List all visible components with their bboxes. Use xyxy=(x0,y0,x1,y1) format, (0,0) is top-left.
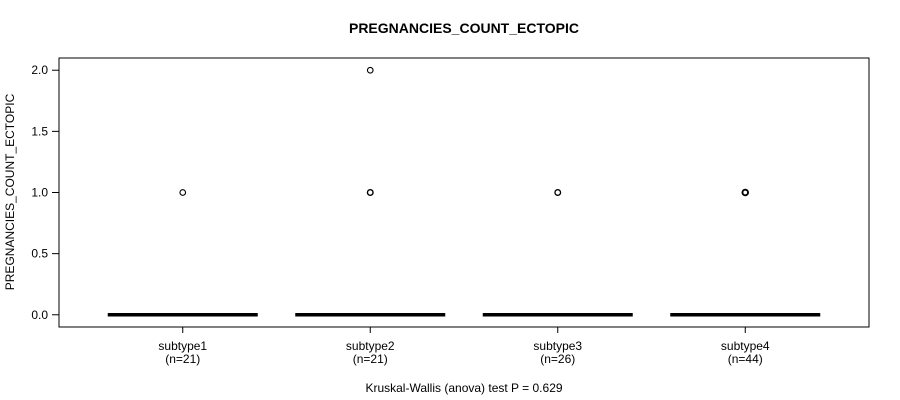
plot-area: 0.00.51.01.52.0subtype1(n=21)subtype2(n=… xyxy=(31,57,870,366)
y-tick-label: 1.0 xyxy=(31,186,48,200)
y-tick-label: 0.0 xyxy=(31,308,48,322)
stat-test-footnote: Kruskal-Wallis (anova) test P = 0.629 xyxy=(365,381,562,395)
group-label: subtype3 xyxy=(533,339,582,353)
outlier-point xyxy=(554,189,562,196)
group-n-label: (n=44) xyxy=(728,352,763,366)
outlier-point xyxy=(366,66,374,74)
chart-title: PREGNANCIES_COUNT_ECTOPIC xyxy=(349,20,579,36)
outlier-point xyxy=(741,188,750,197)
group-label: subtype1 xyxy=(158,339,207,353)
y-tick-label: 1.5 xyxy=(31,124,48,138)
group-n-label: (n=21) xyxy=(353,352,388,366)
group-n-label: (n=21) xyxy=(165,352,200,366)
outlier-point xyxy=(179,189,187,196)
group-n-label: (n=26) xyxy=(540,352,575,366)
outlier-point xyxy=(366,188,374,196)
y-tick-label: 0.5 xyxy=(31,247,48,261)
y-tick-label: 2.0 xyxy=(31,63,48,77)
y-axis-label: PREGNANCIES_COUNT_ECTOPIC xyxy=(3,93,17,290)
group-label: subtype2 xyxy=(346,339,395,353)
group-label: subtype4 xyxy=(721,339,770,353)
